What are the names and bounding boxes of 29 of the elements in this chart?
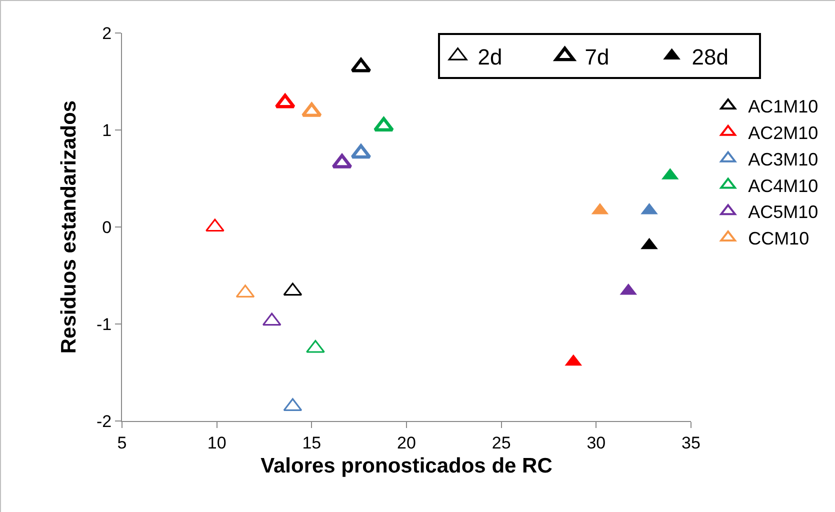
- legend-label: CCM10: [748, 228, 810, 249]
- point: [306, 340, 325, 353]
- point: [332, 154, 352, 168]
- legend-label: AC5M10: [748, 202, 818, 222]
- y-axis-title: Residuos estandarizados: [58, 100, 81, 354]
- legend-label: 28d: [692, 44, 729, 70]
- legend-label: AC4M10: [748, 176, 818, 196]
- point: [274, 94, 296, 108]
- legend-label: AC1M10: [748, 96, 818, 117]
- y-tick-label: 2: [102, 24, 112, 43]
- legend-label: AC2M10: [748, 122, 818, 143]
- x-tick-label: 25: [492, 433, 511, 452]
- x-tick-label: 5: [117, 433, 127, 452]
- point: [301, 102, 322, 117]
- point: [350, 58, 372, 72]
- point: [350, 144, 372, 159]
- x-tick-label: 15: [302, 433, 322, 452]
- x-tick-label: 10: [207, 433, 226, 452]
- legend-label: 7d: [584, 44, 610, 70]
- y-tick-label: -2: [96, 412, 112, 431]
- x-tick-label: 30: [586, 433, 606, 452]
- legend-label: AC3M10: [748, 149, 818, 170]
- x-axis-title: Valores pronosticados de RC: [260, 454, 552, 478]
- y-tick-label: -1: [96, 314, 112, 334]
- x-tick-label: 20: [397, 433, 416, 452]
- legend-label: 2d: [478, 44, 502, 70]
- x-tick-label: 35: [682, 433, 700, 452]
- y-tick-label: 1: [102, 120, 112, 140]
- y-tick-label: 0: [102, 218, 112, 237]
